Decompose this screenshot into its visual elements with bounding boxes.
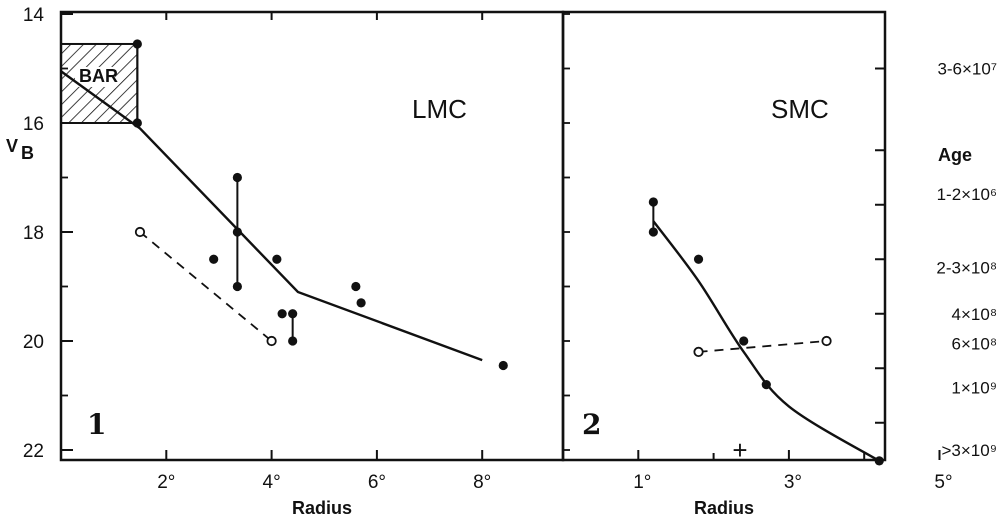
smc-filled-point	[693, 254, 704, 264]
smc-plus-marker: +	[732, 435, 747, 465]
y-tick-label: 22	[23, 441, 44, 462]
lmc-filled-point	[132, 118, 142, 128]
y-axis-label: V	[6, 136, 18, 156]
lmc-filled-point	[498, 360, 508, 371]
bar-region-hatch	[60, 42, 139, 124]
smc-filled-point	[761, 380, 771, 390]
age-label: 4×10⁸	[952, 305, 997, 324]
lmc-filled-point	[288, 309, 298, 319]
chart-marks: 14 16 18 20 22 2° 4° 6° 8° 1° 3° 5° 3-6×10⁷ 1-2×10⁶ 2-…	[23, 5, 997, 493]
lmc-filled-point	[132, 39, 142, 49]
y-tick-label: 16	[23, 114, 44, 135]
lmc-filled-point	[232, 227, 242, 237]
lmc-filled-point	[232, 172, 242, 183]
panel-number-2: 2	[582, 408, 601, 441]
lmc-filled-point	[356, 298, 366, 308]
age-label: >3×10⁹	[942, 441, 998, 460]
smc-filled-point	[739, 336, 749, 346]
age-label: 1×10⁹	[951, 378, 997, 397]
y-tick-label: 14	[23, 5, 45, 26]
age-axis-title: Age	[938, 145, 972, 165]
lmc-open-point	[134, 226, 146, 238]
smc-open-point	[821, 335, 832, 347]
lmc-x-tick-label: 6°	[368, 472, 386, 493]
lmc-filled-point	[277, 309, 287, 319]
age-label: 2-3×10⁸	[936, 258, 997, 277]
x-axis-label-smc: Radius	[694, 498, 754, 518]
lmc-filled-point	[232, 281, 242, 292]
smc-x-tick-label: 5°	[934, 472, 952, 493]
panel-number-1: 1	[87, 408, 106, 441]
age-label: 1-2×10⁶	[937, 185, 997, 204]
smc-label: SMC	[771, 94, 829, 124]
age-label: 3-6×10⁷	[937, 60, 997, 79]
y-axis-label-subscript: B	[21, 143, 34, 163]
lmc-filled-point	[351, 281, 361, 292]
smc-open-point	[693, 346, 704, 357]
bar-label-background	[75, 66, 115, 87]
lmc-label: LMC	[412, 94, 467, 124]
y-tick-label: 18	[23, 223, 44, 244]
lmc-x-tick-label: 2°	[157, 472, 175, 493]
lmc-x-tick-label: 8°	[473, 472, 491, 493]
lmc-filled-point	[272, 254, 282, 264]
smc-filled-point	[648, 227, 658, 237]
lmc-dashed-line	[139, 231, 273, 342]
lmc-filled-point	[288, 336, 298, 346]
lmc-filled-point	[209, 254, 219, 264]
smc-dashed-line	[698, 340, 827, 353]
y-tick-label: 20	[23, 332, 44, 353]
lmc-fit-curve	[60, 70, 483, 362]
lmc-open-point	[266, 335, 277, 347]
age-label: 6×10⁸	[952, 335, 997, 354]
smc-x-tick-label: 1°	[633, 472, 651, 493]
smc-x-tick-label: 3°	[784, 472, 802, 493]
x-axis-label-lmc: Radius	[292, 498, 352, 518]
smc-fit-curve	[652, 220, 880, 462]
smc-filled-point	[648, 197, 658, 207]
lmc-x-tick-label: 4°	[263, 472, 281, 493]
smc-panel-frame	[561, 10, 887, 462]
bar-label: BAR	[79, 66, 118, 86]
smc-filled-point	[874, 456, 884, 466]
